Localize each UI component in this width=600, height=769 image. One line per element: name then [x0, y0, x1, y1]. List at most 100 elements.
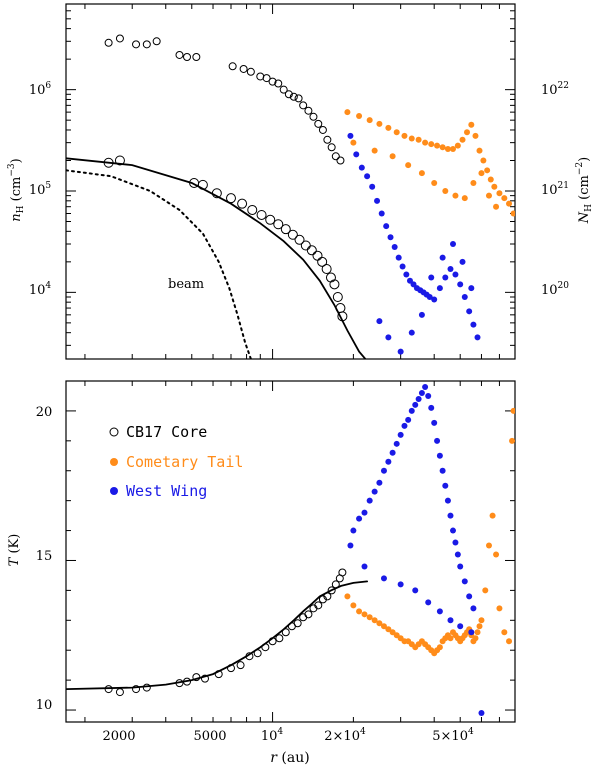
cometary-tail-point — [356, 608, 363, 615]
west-wing-point — [380, 467, 387, 474]
cb17-core-profile-points-point — [325, 272, 336, 283]
west-wing-point — [426, 293, 433, 300]
west-wing-point — [361, 563, 368, 570]
cb17-core-point — [132, 685, 141, 694]
cb17-core-n-h--point — [323, 135, 332, 144]
cometary-tail-point — [350, 139, 357, 146]
west-wing-point — [356, 515, 363, 522]
bottom-panel-data — [66, 383, 515, 717]
west-wing-point — [361, 509, 368, 516]
svg-text:1022: 1022 — [541, 81, 569, 98]
cb17-core-n-h--point — [274, 79, 283, 88]
top-panel-frame — [65, 3, 516, 360]
west-wing-point — [397, 431, 404, 438]
west-wing-point — [353, 151, 360, 158]
west-wing-point — [395, 254, 402, 261]
cb17-core-point — [236, 661, 245, 670]
svg-text:104: 104 — [29, 281, 52, 298]
cometary-tail-point — [405, 162, 412, 169]
legend-item-tail: Cometary Tail — [110, 453, 243, 471]
svg-text:106: 106 — [29, 81, 52, 98]
cometary-tail-point — [510, 210, 515, 217]
west-wing-point — [439, 254, 446, 261]
west-wing-point — [459, 258, 466, 265]
svg-text:1020: 1020 — [541, 281, 569, 298]
legend: CB17 Core Cometary Tail West Wing — [109, 423, 243, 500]
west-wing-point — [385, 458, 392, 465]
cometary-tail-point — [428, 141, 435, 148]
cometary-tail-point — [472, 132, 479, 139]
top-y-tick-label-1: 105 — [29, 181, 52, 198]
bottom-y-axis-title: T (K) — [7, 534, 22, 567]
svg-text:1021: 1021 — [541, 181, 569, 198]
cometary-tail-point — [482, 587, 489, 594]
bottom-y-tick-label-1: 15 — [36, 549, 53, 564]
cb17-core-point — [327, 586, 336, 595]
svg-text:104: 104 — [261, 727, 284, 744]
west-wing-point — [387, 234, 394, 241]
cb17-core-point — [115, 688, 124, 697]
west-wing-point — [468, 285, 475, 292]
cb17-core-point — [314, 601, 323, 610]
svg-text:CB17 Core: CB17 Core — [126, 423, 207, 441]
west-wing-point — [470, 605, 477, 612]
cometary-tail-point — [459, 136, 466, 143]
cb17-core-n-h--point — [175, 50, 184, 59]
cb17-core-n-h--point — [318, 125, 327, 134]
west-wing-point — [376, 479, 383, 486]
bottom-x-tick-label-2: 104 — [261, 727, 284, 744]
west-wing-point — [447, 265, 454, 272]
cb17-core-profile-points-point — [247, 204, 258, 215]
beam-annotation: beam — [168, 277, 204, 292]
cometary-tail-point — [478, 617, 485, 624]
west-wing-point — [399, 263, 406, 270]
cometary-tail-point — [478, 170, 485, 177]
west-wing-point — [374, 197, 381, 204]
cometary-tail-point — [487, 176, 494, 183]
cb17-core-n-h--point — [294, 94, 303, 103]
cometary-tail-point — [468, 121, 475, 128]
cometary-tail-point — [485, 542, 492, 549]
west-wing-point — [422, 383, 429, 390]
cb17-core-point — [304, 610, 313, 619]
cb17-core-profile-points-point — [332, 291, 343, 302]
cb17-core-n-h--point — [289, 92, 298, 101]
cb17-core-point — [142, 683, 151, 692]
cb17-core-profile-points-point — [294, 234, 305, 245]
cb17-core-profile-points-point — [321, 263, 332, 274]
bottom-x-tick-label-3: 2×104 — [324, 727, 366, 744]
x-axis-title: r (au) — [270, 750, 309, 766]
west-wing-point — [431, 296, 438, 303]
svg-text:Cometary Tail: Cometary Tail — [126, 453, 243, 471]
west-wing-point — [449, 527, 456, 534]
west-wing-point — [347, 132, 354, 139]
top-y2-tick-label-1: 1021 — [541, 181, 569, 198]
west-wing-point — [364, 173, 371, 180]
cometary-tail-point — [496, 605, 503, 612]
cb17-core-n-h--point — [304, 106, 313, 115]
west-wing-point — [393, 440, 400, 447]
cb17-core-n-h--point — [314, 119, 323, 128]
west-wing-point — [415, 395, 422, 402]
cb17-core-profile-points-point — [306, 245, 317, 256]
west-wing-point — [350, 527, 357, 534]
west-wing-point — [461, 293, 468, 300]
west-wing-point — [436, 285, 443, 292]
cometary-tail-point — [401, 132, 408, 139]
west-wing-point — [371, 488, 378, 495]
cb17-core-point — [338, 568, 347, 577]
west-wing-point — [468, 629, 475, 636]
cometary-tail-point — [376, 120, 383, 127]
west-wing-point — [454, 551, 461, 558]
top-panel-data — [66, 34, 515, 359]
west-wing-point — [403, 271, 410, 278]
cb17-core-profile-points-point — [300, 240, 311, 251]
west-wing-point — [466, 308, 473, 315]
cometary-tail-point — [434, 142, 441, 149]
cometary-tail-point — [476, 147, 483, 154]
west-wing-point — [457, 623, 464, 630]
cometary-tail-point — [454, 142, 461, 149]
cb17-core-profile-points-point — [312, 250, 323, 261]
west-wing-point — [444, 497, 451, 504]
cb17-core-n-h--point — [268, 77, 277, 86]
